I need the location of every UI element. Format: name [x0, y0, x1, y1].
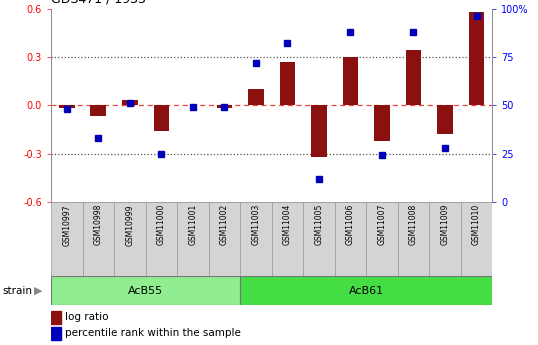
Text: ▶: ▶: [34, 286, 43, 296]
Text: GDS471 / 1933: GDS471 / 1933: [51, 0, 146, 5]
Text: GSM11003: GSM11003: [251, 204, 260, 245]
Text: GSM11009: GSM11009: [441, 204, 450, 245]
Text: GSM11010: GSM11010: [472, 204, 481, 245]
Bar: [437, 105, 453, 134]
Text: GSM11005: GSM11005: [314, 204, 323, 245]
Bar: [272, 202, 303, 276]
Bar: [303, 202, 335, 276]
Text: GSM11006: GSM11006: [346, 204, 355, 245]
Bar: [406, 50, 421, 105]
Text: GSM10999: GSM10999: [125, 204, 134, 246]
Text: GSM11004: GSM11004: [283, 204, 292, 245]
Bar: [122, 100, 138, 105]
Bar: [177, 202, 209, 276]
Text: log ratio: log ratio: [65, 312, 109, 322]
Text: percentile rank within the sample: percentile rank within the sample: [65, 328, 241, 338]
Text: GSM11002: GSM11002: [220, 204, 229, 245]
Bar: [209, 202, 240, 276]
Bar: [240, 276, 492, 305]
Bar: [51, 327, 61, 340]
Bar: [90, 105, 107, 117]
Bar: [429, 202, 461, 276]
Bar: [51, 310, 61, 324]
Bar: [461, 202, 492, 276]
Bar: [51, 202, 83, 276]
Text: GSM11007: GSM11007: [378, 204, 386, 245]
Bar: [343, 57, 358, 105]
Text: GSM10998: GSM10998: [94, 204, 103, 245]
Bar: [248, 89, 264, 105]
Bar: [469, 12, 484, 105]
Bar: [216, 105, 232, 108]
Bar: [59, 105, 75, 108]
Bar: [280, 62, 295, 105]
Text: GSM11000: GSM11000: [157, 204, 166, 245]
Text: AcB55: AcB55: [128, 286, 163, 296]
Text: AcB61: AcB61: [349, 286, 384, 296]
Text: GSM11001: GSM11001: [188, 204, 197, 245]
Bar: [146, 202, 177, 276]
Bar: [83, 202, 114, 276]
Bar: [366, 202, 398, 276]
Bar: [374, 105, 390, 141]
Bar: [240, 202, 272, 276]
Bar: [51, 276, 240, 305]
Bar: [153, 105, 169, 131]
Bar: [311, 105, 327, 157]
Bar: [114, 202, 146, 276]
Text: GSM10997: GSM10997: [62, 204, 72, 246]
Text: GSM11008: GSM11008: [409, 204, 418, 245]
Bar: [398, 202, 429, 276]
Text: strain: strain: [3, 286, 33, 296]
Bar: [335, 202, 366, 276]
